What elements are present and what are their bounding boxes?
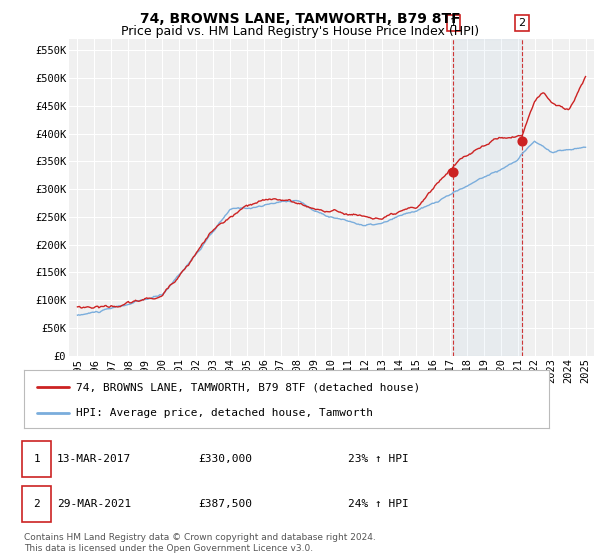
Text: HPI: Average price, detached house, Tamworth: HPI: Average price, detached house, Tamw… bbox=[77, 408, 373, 418]
Point bbox=[517, 136, 527, 145]
Text: 23% ↑ HPI: 23% ↑ HPI bbox=[348, 454, 409, 464]
Text: 24% ↑ HPI: 24% ↑ HPI bbox=[348, 499, 409, 509]
Text: Contains HM Land Registry data © Crown copyright and database right 2024.
This d: Contains HM Land Registry data © Crown c… bbox=[24, 533, 376, 553]
Text: 74, BROWNS LANE, TAMWORTH, B79 8TF: 74, BROWNS LANE, TAMWORTH, B79 8TF bbox=[140, 12, 460, 26]
Bar bbox=[454, 39, 522, 356]
Text: Price paid vs. HM Land Registry's House Price Index (HPI): Price paid vs. HM Land Registry's House … bbox=[121, 25, 479, 38]
Text: 1: 1 bbox=[33, 454, 40, 464]
Text: 74, BROWNS LANE, TAMWORTH, B79 8TF (detached house): 74, BROWNS LANE, TAMWORTH, B79 8TF (deta… bbox=[77, 382, 421, 392]
Text: 2: 2 bbox=[518, 18, 526, 28]
Text: 1: 1 bbox=[450, 18, 457, 28]
Text: £387,500: £387,500 bbox=[198, 499, 252, 509]
Text: 29-MAR-2021: 29-MAR-2021 bbox=[57, 499, 131, 509]
Text: 13-MAR-2017: 13-MAR-2017 bbox=[57, 454, 131, 464]
Point bbox=[449, 168, 458, 177]
Text: 2: 2 bbox=[33, 499, 40, 509]
Text: £330,000: £330,000 bbox=[198, 454, 252, 464]
